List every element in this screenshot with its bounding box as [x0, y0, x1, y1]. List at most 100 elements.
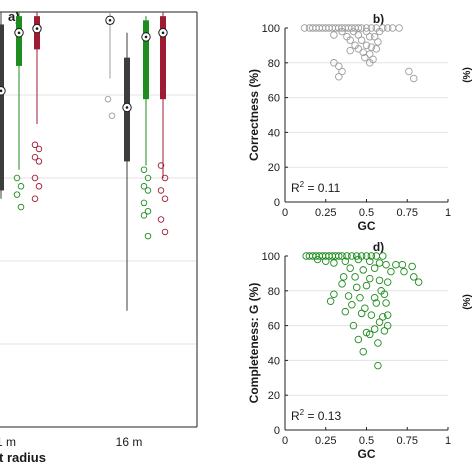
- box-outlier: [13, 174, 21, 182]
- box-outlier: [161, 195, 169, 202]
- panel-a-boxplot: a) 1 m 16 m t radius: [0, 9, 198, 465]
- box-outlier: [31, 195, 39, 202]
- box-outlier: [108, 112, 116, 119]
- data-point: [354, 31, 363, 39]
- data-point: [374, 339, 382, 347]
- data-point: [362, 24, 371, 32]
- data-point: [354, 255, 363, 264]
- y-tick-label: 20: [268, 162, 280, 174]
- data-point: [344, 292, 353, 300]
- box-iqr: [160, 16, 166, 100]
- data-point: [359, 266, 367, 274]
- data-point: [405, 67, 413, 76]
- box-outlier: [31, 141, 39, 149]
- data-point: [395, 24, 403, 32]
- box-outlier: [31, 174, 39, 182]
- data-point: [400, 267, 408, 276]
- data-point: [372, 45, 381, 53]
- y-tick-label: 80: [268, 286, 280, 298]
- box-outlier: [17, 183, 25, 190]
- data-point: [351, 273, 359, 281]
- box-outlier: [144, 187, 152, 194]
- box-outlier: [144, 174, 152, 182]
- data-point: [330, 259, 338, 267]
- data-point: [366, 274, 374, 283]
- data-point: [352, 252, 361, 260]
- data-point: [326, 297, 335, 305]
- data-point: [341, 257, 350, 265]
- x-tick-label: 0.5: [359, 207, 374, 219]
- data-point: [339, 273, 348, 281]
- panel-a-title: a): [8, 9, 20, 24]
- box-outlier: [35, 158, 43, 165]
- y-tick-label: 40: [268, 355, 280, 367]
- x-tick-label: 1: [445, 207, 451, 219]
- y-tick-label: 40: [268, 127, 280, 139]
- panel-title: d): [373, 240, 384, 254]
- data-point: [375, 318, 384, 326]
- data-point: [366, 257, 374, 265]
- data-point: [362, 252, 371, 260]
- box-outlier: [157, 187, 165, 194]
- data-point: [335, 62, 343, 71]
- data-point: [380, 327, 389, 335]
- data-point: [349, 27, 358, 36]
- box-iqr: [0, 24, 4, 191]
- box-outlier: [140, 199, 148, 207]
- data-point: [346, 264, 354, 272]
- r-squared-annotation: R2 = 0.11: [291, 180, 341, 195]
- box-iqr: [16, 16, 22, 66]
- data-point: [370, 264, 379, 272]
- data-point: [357, 24, 366, 32]
- data-point: [380, 290, 389, 299]
- data-point: [370, 294, 379, 302]
- x-tick-label: 0.25: [315, 435, 336, 447]
- plot-background: [285, 28, 448, 202]
- cropped-y-label-top: (%): [462, 67, 473, 83]
- data-point: [383, 278, 392, 286]
- panel-c-edge-fragment: (%) (%): [462, 67, 473, 310]
- data-point: [372, 299, 381, 307]
- data-point: [338, 280, 346, 288]
- data-point: [398, 260, 407, 269]
- r-squared-annotation: R2 = 0.13: [291, 408, 341, 423]
- panel-b-scatter: 0 20 40 60 80 100 0 0.25 0.5 0.75 1 GC Correctness (…: [247, 12, 451, 233]
- data-point: [366, 50, 374, 58]
- data-point: [338, 67, 346, 76]
- x-tick-label: 0.75: [397, 207, 418, 219]
- y-axis-label: Correctness (%): [247, 69, 261, 161]
- x-tick-label: 1: [445, 435, 451, 447]
- data-point: [335, 252, 343, 260]
- box-outlier: [140, 183, 148, 190]
- box-outlier: [140, 166, 148, 173]
- data-point: [361, 304, 369, 312]
- box-median-dot: [125, 106, 129, 109]
- data-point: [366, 59, 374, 67]
- data-point: [379, 313, 387, 321]
- box-outlier: [17, 203, 25, 211]
- data-point: [348, 252, 356, 260]
- box-median-dot: [17, 31, 21, 35]
- data-point: [357, 309, 366, 318]
- data-point: [366, 32, 374, 41]
- data-point: [338, 252, 346, 260]
- data-point: [410, 74, 418, 83]
- data-point: [346, 36, 354, 44]
- x-tick-label: 0.25: [315, 207, 336, 219]
- data-point: [367, 311, 376, 319]
- x-axis-label: GC: [358, 219, 376, 233]
- data-point: [338, 27, 346, 36]
- data-point: [374, 361, 382, 370]
- x-axis-label: GC: [358, 447, 376, 461]
- data-point: [322, 257, 330, 265]
- data-point: [341, 307, 350, 316]
- panel-a-background: [0, 12, 197, 427]
- data-point: [414, 278, 423, 286]
- data-point: [367, 24, 376, 32]
- data-point: [367, 252, 376, 260]
- data-point: [383, 321, 392, 330]
- x-tick-label: 0: [282, 435, 288, 447]
- data-point: [349, 321, 358, 330]
- data-point: [367, 43, 376, 51]
- box-outlier: [35, 145, 43, 153]
